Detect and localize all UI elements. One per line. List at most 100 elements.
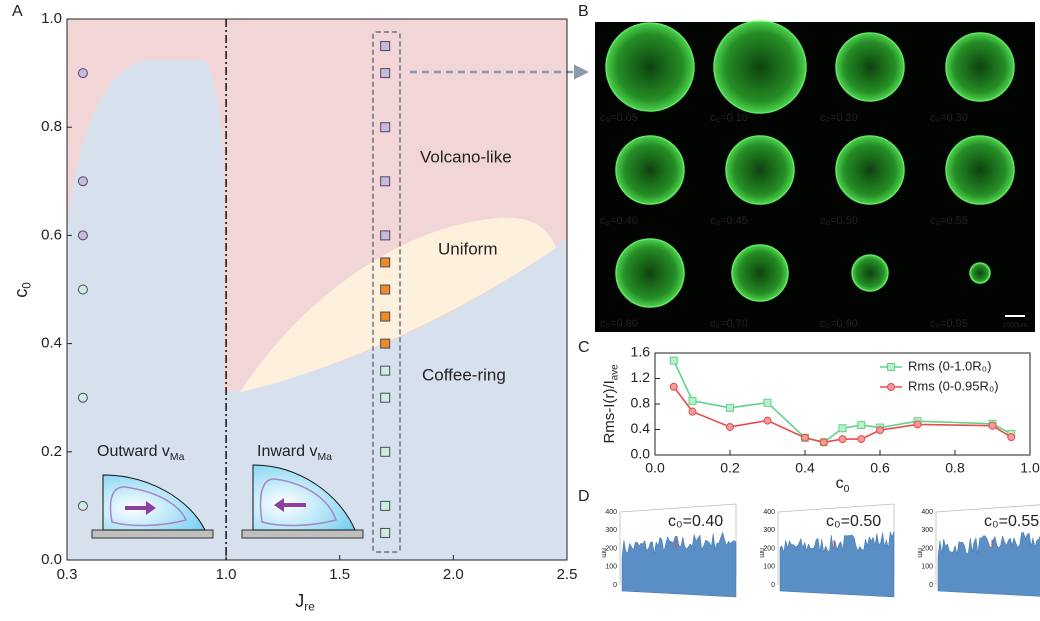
droplet-image xyxy=(835,32,905,102)
marker xyxy=(838,435,847,444)
surface xyxy=(779,531,895,598)
x-tick-label: 1.0 xyxy=(216,566,237,583)
x-tick-label: 1.0 xyxy=(1020,460,1040,476)
x-tick-label: 0.0 xyxy=(645,460,665,476)
x-tick-label: 0.6 xyxy=(870,460,890,476)
surface-caption: c₀=0.50 xyxy=(826,513,881,530)
y-axis-label-sub: 0 xyxy=(20,282,33,289)
marker xyxy=(913,420,922,429)
inset-outward xyxy=(91,474,214,539)
micrograph-caption: c₀=0.45 xyxy=(710,215,748,227)
marker xyxy=(380,284,391,295)
droplet-image xyxy=(615,135,685,205)
micrograph-caption: c₀=0.95 xyxy=(930,318,968,330)
y-axis-label-main: c xyxy=(11,289,31,298)
marker xyxy=(688,396,697,405)
marker xyxy=(380,41,391,52)
y-tick-label: 0.6 xyxy=(41,226,62,243)
y-tick-label: 0.0 xyxy=(631,446,651,462)
z-tick-label: 100 xyxy=(921,564,933,571)
marker xyxy=(763,416,772,425)
x-axis-label: Jre xyxy=(295,591,314,614)
marker xyxy=(77,284,88,295)
regime-label: Outward vMa xyxy=(97,443,185,462)
uniform-region xyxy=(240,217,556,392)
marker xyxy=(380,230,391,241)
y-tick-label: 0.4 xyxy=(41,335,62,352)
regime-label-main: Inward v xyxy=(257,443,317,460)
y-tick-label: 0.8 xyxy=(41,118,62,135)
panel-label: C xyxy=(578,339,590,356)
regime-label-main: Outward v xyxy=(97,443,170,460)
droplet-image xyxy=(969,262,991,284)
z-tick-label: 100 xyxy=(763,564,775,571)
legend-label: Rms (0-1.0R₀) xyxy=(908,358,991,373)
y-tick-label: 0.4 xyxy=(631,420,651,436)
surface xyxy=(937,532,1040,597)
z-tick-label: 0 xyxy=(771,582,775,589)
droplet-image xyxy=(835,135,905,205)
marker xyxy=(380,176,391,187)
micrograph-caption: c₀=0.10 xyxy=(710,112,748,124)
marker xyxy=(380,68,391,79)
z-tick-label: 300 xyxy=(605,527,617,534)
z-tick-label: 200 xyxy=(763,545,775,552)
marker xyxy=(77,68,88,79)
marker xyxy=(801,433,809,442)
micrograph-caption: c₀=0.50 xyxy=(820,215,858,227)
plot-frame xyxy=(66,18,568,561)
marker xyxy=(77,500,88,511)
marker xyxy=(669,356,678,365)
x-tick-label: 2.0 xyxy=(443,566,464,583)
marker xyxy=(688,407,697,416)
y-tick-label: 0.2 xyxy=(41,443,62,460)
region-label: Coffee-ring xyxy=(422,365,506,384)
marker xyxy=(819,438,828,447)
droplet-image xyxy=(731,244,789,302)
z-unit: nm xyxy=(758,548,765,558)
micrograph-caption: c₀=0.55 xyxy=(930,215,968,227)
z-tick-label: 200 xyxy=(605,545,617,552)
y-tick-label: 1.6 xyxy=(631,344,651,360)
marker xyxy=(380,338,391,349)
panel-label: A xyxy=(12,3,23,20)
x-axis-label: c0 xyxy=(836,475,850,494)
z-unit: nm xyxy=(600,548,607,558)
y-tick-label: 0.8 xyxy=(631,395,651,411)
y-axis-label: Rms-I(r)/Iave xyxy=(601,364,620,443)
z-tick-label: 400 xyxy=(605,509,617,516)
surface-box xyxy=(935,504,1040,585)
micrograph-caption: c₀=0.90 xyxy=(820,318,858,330)
x-axis-label-sub: re xyxy=(304,600,314,613)
marker xyxy=(380,446,391,457)
plot-frame xyxy=(654,352,1031,456)
coffee-region xyxy=(67,60,224,560)
marker xyxy=(77,230,88,241)
marker xyxy=(763,398,772,407)
y-axis-label-sub: ave xyxy=(609,364,620,380)
region-label: Volcano-like xyxy=(420,147,512,166)
surface-box xyxy=(619,503,737,585)
marker xyxy=(887,383,895,391)
micrograph-caption: c₀=0.40 xyxy=(600,215,638,227)
z-unit: nm xyxy=(916,548,923,558)
regime-label-sub: Ma xyxy=(317,452,332,463)
x-axis-label-sub: 0 xyxy=(844,484,850,495)
z-tick-label: 400 xyxy=(921,509,933,516)
marker xyxy=(380,311,391,322)
series-line xyxy=(673,386,1012,444)
droplet-image xyxy=(725,135,795,205)
marker xyxy=(887,363,895,371)
panel-label: B xyxy=(578,3,589,20)
droplet-image xyxy=(713,20,807,114)
droplet-image xyxy=(605,22,695,112)
x-tick-label: 0.3 xyxy=(57,566,78,583)
micrograph-caption: c₀=0.05 xyxy=(600,112,638,124)
x-tick-label: 0.2 xyxy=(720,460,740,476)
marker xyxy=(726,403,734,412)
surface-caption: c₀=0.55 xyxy=(984,513,1039,530)
marker xyxy=(726,422,734,431)
coffee-region xyxy=(224,238,567,560)
scale-bar-label: 1000μm xyxy=(1002,322,1028,329)
droplet-image xyxy=(945,32,1015,102)
